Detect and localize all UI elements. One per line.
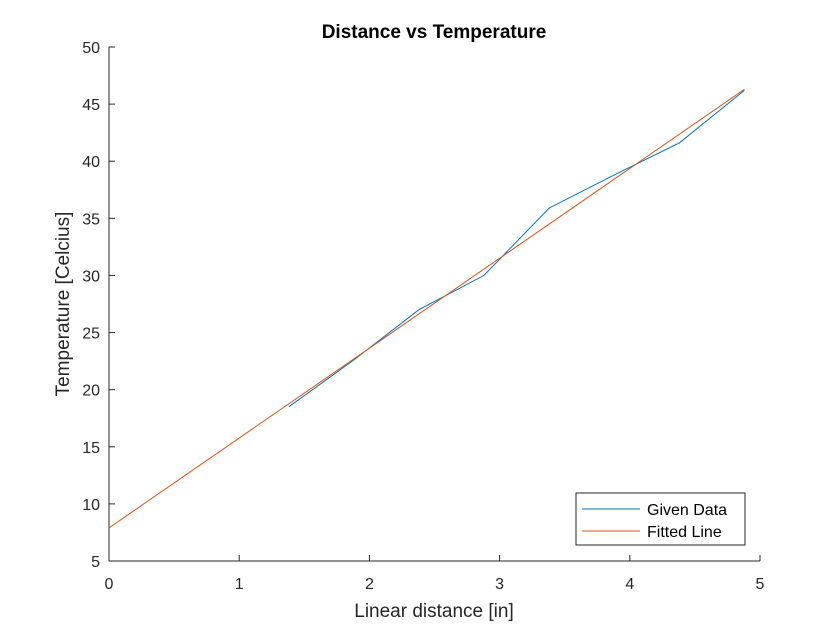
series-line-given-data (288, 90, 745, 408)
y-ticks: 5 10 15 20 25 30 35 40 45 50 (82, 40, 115, 571)
x-tick-label: 4 (625, 576, 634, 593)
chart-title: Distance vs Temperature (322, 22, 547, 43)
x-axis-label: Linear distance [in] (354, 601, 514, 622)
y-tick-label: 30 (82, 268, 100, 285)
plot-area (108, 47, 760, 562)
y-tick-label: 25 (82, 326, 100, 343)
y-tick-label: 35 (82, 211, 100, 228)
y-tick-label: 20 (82, 383, 100, 400)
x-tick-label: 2 (365, 576, 374, 593)
x-ticks: 0 1 2 3 4 5 (105, 555, 765, 593)
y-tick-label: 50 (82, 40, 100, 57)
y-tick-label: 10 (82, 497, 100, 514)
legend-label-fitted-line: Fitted Line (647, 524, 722, 541)
legend-label-given-data: Given Data (647, 502, 727, 519)
legend-box (575, 492, 746, 546)
y-tick-label: 5 (91, 554, 100, 571)
y-tick-label: 45 (82, 97, 100, 114)
x-tick-label: 1 (235, 576, 244, 593)
y-tick-label: 15 (82, 440, 100, 457)
series-layer (108, 88, 745, 529)
x-tick-label: 5 (756, 576, 765, 593)
series-line-fitted-line (108, 88, 745, 529)
y-axis-label: Temperature [Celcius] (53, 212, 74, 397)
x-tick-label: 3 (495, 576, 504, 593)
x-tick-label: 0 (105, 576, 114, 593)
y-tick-label: 40 (82, 154, 100, 171)
legend[interactable]: Given Data Fitted Line (575, 492, 746, 546)
